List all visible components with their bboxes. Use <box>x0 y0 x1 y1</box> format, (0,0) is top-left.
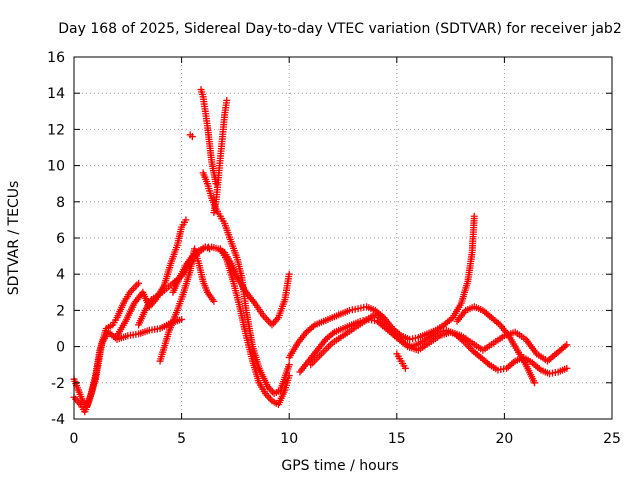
data-point <box>531 379 539 387</box>
data-point <box>563 341 571 349</box>
series-16 <box>393 350 409 372</box>
data-point <box>188 133 196 141</box>
series-8 <box>186 131 196 141</box>
x-tick-label: 25 <box>603 431 621 447</box>
series-9 <box>197 86 220 188</box>
data-point <box>285 361 293 369</box>
axis-ticks <box>73 56 613 420</box>
data-point <box>135 279 143 287</box>
data-point <box>401 364 409 372</box>
y-axis-title: SDTVAR / TECUs <box>6 181 22 296</box>
data-point <box>223 96 231 104</box>
y-tick-label: 2 <box>56 303 65 319</box>
x-axis-title: GPS time / hours <box>281 458 398 474</box>
chart-title: Day 168 of 2025, Sidereal Day-to-day VTE… <box>58 21 621 37</box>
x-tick-label: 20 <box>495 431 513 447</box>
series-11 <box>216 245 293 409</box>
y-tick-label: 10 <box>47 159 65 175</box>
y-tick-label: 4 <box>56 267 65 283</box>
data-points <box>70 86 571 416</box>
y-tick-label: 12 <box>47 122 65 138</box>
data-point <box>182 216 190 224</box>
series-7 <box>199 169 293 398</box>
x-tick-label: 5 <box>177 431 186 447</box>
series-3 <box>113 216 190 340</box>
x-tick-label: 10 <box>280 431 298 447</box>
series-1 <box>70 279 143 410</box>
y-tick-labels: -4 -2 0 2 4 6 8 10 12 14 16 <box>47 50 65 428</box>
data-point <box>285 372 293 380</box>
series-6 <box>169 243 293 329</box>
data-point <box>178 315 186 323</box>
x-tick-label: 15 <box>388 431 406 447</box>
series-12 <box>285 212 478 361</box>
y-tick-label: -4 <box>51 412 65 428</box>
series-15 <box>453 303 539 387</box>
data-point <box>470 212 478 220</box>
data-point <box>563 364 571 372</box>
y-tick-label: 6 <box>56 231 65 247</box>
series-2 <box>70 315 186 416</box>
x-tick-labels: 0 5 10 15 20 25 <box>70 431 621 447</box>
y-tick-label: 16 <box>47 50 65 66</box>
x-tick-label: 0 <box>70 431 79 447</box>
y-tick-label: 8 <box>56 195 65 211</box>
y-tick-label: -2 <box>51 376 65 392</box>
y-tick-label: 0 <box>56 340 65 356</box>
series-14 <box>307 310 571 369</box>
data-point <box>285 270 293 278</box>
data-point <box>210 297 218 305</box>
series-5 <box>156 245 218 365</box>
y-tick-label: 14 <box>47 86 65 102</box>
series-10 <box>210 96 231 217</box>
